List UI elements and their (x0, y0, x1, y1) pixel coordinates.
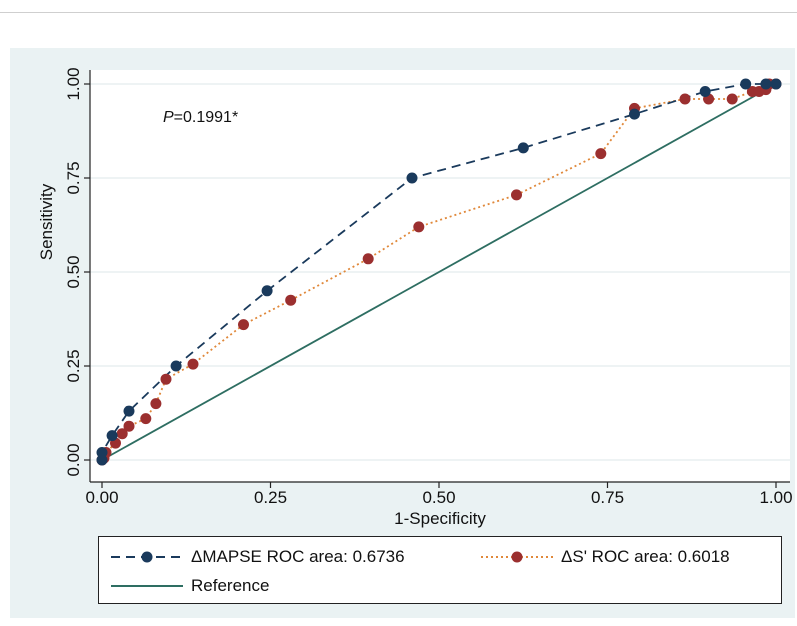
x-tick-label: 0.75 (591, 488, 624, 507)
y-tick-label: 1.00 (64, 67, 83, 100)
legend-swatch-mapse (111, 551, 183, 563)
legend-label-reference: Reference (191, 576, 270, 595)
x-tick-label: 1.00 (759, 488, 792, 507)
x-tick-label: 0.00 (85, 488, 118, 507)
series-group (96, 78, 782, 466)
series-point-0 (106, 430, 118, 442)
series-line-2 (101, 83, 777, 461)
top-rule (0, 12, 797, 13)
y-axis-title: Sensitivity (37, 183, 56, 260)
legend-label-mapse: ΔMAPSE ROC area: 0.6736 (191, 547, 405, 566)
series-point-0 (699, 86, 711, 97)
series-point-1 (123, 420, 135, 432)
plot-area (90, 70, 790, 482)
series-point-0 (170, 360, 182, 372)
series-point-0 (123, 405, 135, 417)
legend: ΔMAPSE ROC area: 0.6736 ΔS' ROC area: 0.… (98, 536, 782, 604)
series-point-0 (517, 142, 529, 154)
y-tick-label: 0.50 (64, 255, 83, 288)
y-tick-label: 0.00 (64, 443, 83, 476)
y-tick-label: 0.25 (64, 349, 83, 382)
series-point-1 (140, 413, 152, 425)
series-point-1 (679, 93, 691, 105)
legend-swatch-reference (111, 585, 183, 587)
series-point-0 (770, 78, 782, 90)
legend-label-s: ΔS' ROC area: 0.6018 (561, 547, 730, 566)
series-point-1 (187, 358, 199, 370)
x-tick-label: 0.25 (254, 488, 287, 507)
p-value-prefix: P (163, 109, 174, 126)
series-point-0 (629, 108, 640, 120)
y-tick-label: 0.75 (64, 161, 83, 194)
series-point-0 (740, 78, 752, 90)
x-tick-label: 0.50 (422, 488, 455, 507)
series-point-1 (116, 428, 128, 440)
series-point-0 (760, 78, 772, 90)
legend-swatch-s (481, 551, 553, 563)
series-point-1 (511, 189, 522, 201)
series-point-1 (150, 398, 162, 410)
legend-item-mapse: ΔMAPSE ROC area: 0.6736 (109, 544, 405, 570)
p-value-annotation: P=0.1991* (163, 109, 238, 126)
series-point-1 (413, 221, 425, 233)
series-point-1 (595, 148, 607, 160)
axis-ticks: 0.00 0.25 0.50 0.75 1.00 0.00 0.25 0.50 0.75 1.00 (64, 67, 793, 507)
series-point-1 (160, 373, 172, 385)
series-point-0 (406, 172, 418, 184)
series-point-0 (261, 285, 273, 297)
series-point-1 (238, 319, 249, 331)
series-point-1 (362, 253, 374, 265)
p-value-text: =0.1991* (174, 109, 239, 126)
series-point-0 (96, 447, 108, 458)
series-point-1 (726, 93, 738, 105)
legend-item-reference: Reference (109, 573, 269, 599)
legend-item-s: ΔS' ROC area: 0.6018 (479, 544, 730, 570)
series-point-1 (285, 294, 297, 306)
x-axis-title: 1-Specificity (394, 509, 486, 528)
